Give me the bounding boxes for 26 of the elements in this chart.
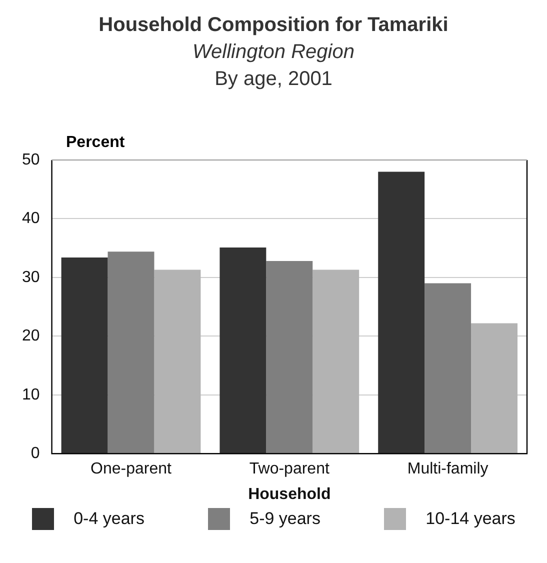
bar [312, 270, 360, 454]
x-tick-label: Two-parent [249, 460, 330, 478]
y-tick-label: 10 [22, 386, 40, 404]
x-axis-title: Household [248, 486, 331, 503]
bar [154, 270, 201, 454]
x-tick-label: Multi-family [407, 460, 488, 478]
y-tick-label: 0 [30, 445, 40, 462]
y-axis-title: Percent [66, 134, 125, 152]
chart-title: Household Composition for Tamariki [98, 14, 450, 37]
text: By age, 2001 [214, 68, 334, 91]
y-tick-label: 40 [22, 210, 40, 228]
legend-label: 10-14 years [426, 509, 516, 529]
bar [61, 257, 108, 454]
y-tick-label: 30 [22, 268, 40, 286]
bar [378, 172, 425, 454]
bar [220, 247, 266, 454]
chart-subtitle: Wellington Region [192, 41, 356, 64]
bar [108, 252, 154, 454]
y-tick-label: 50 [22, 151, 40, 168]
bar [424, 283, 472, 454]
bar [471, 323, 518, 454]
bar [266, 261, 313, 454]
y-tick-label: 20 [22, 328, 40, 345]
legend-label: 5-9 years [250, 509, 320, 529]
legend-label: 0-4 years [74, 509, 144, 529]
x-tick-label: One-parent [90, 460, 172, 478]
